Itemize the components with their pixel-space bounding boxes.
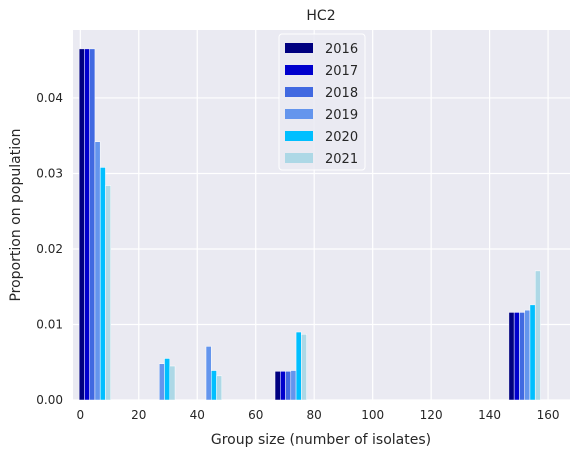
legend-swatch-2018 [285, 87, 313, 97]
legend-label-2021: 2021 [325, 152, 358, 167]
y-tick-label: 0.01 [36, 317, 63, 331]
bar-2019-group-0 [94, 141, 101, 401]
x-tick-label: 120 [420, 408, 443, 422]
x-tick-label: 60 [248, 408, 263, 422]
x-tick-label: 100 [361, 408, 384, 422]
bar-2016-group-0 [78, 48, 85, 401]
bar-2019-group-1 [158, 363, 165, 401]
x-tick-label: 0 [76, 408, 84, 422]
bar-2019-group-2 [205, 346, 212, 401]
bar-2020-group-4 [529, 304, 536, 401]
legend-swatch-2020 [285, 131, 313, 141]
chart-title: HC2 [306, 8, 335, 24]
legend-label-2019: 2019 [325, 108, 358, 123]
bar-2021-group-3 [301, 334, 307, 401]
x-tick-label: 20 [131, 408, 146, 422]
x-axis-label: Group size (number of isolates) [211, 432, 431, 448]
bars [78, 48, 541, 401]
bar-2017-group-4 [513, 312, 520, 401]
x-tick-labels: 0 20 40 60 80 100 120 140 160 [76, 408, 559, 422]
bar-2020-group-0 [99, 167, 106, 401]
y-tick-label: 0.00 [36, 393, 63, 407]
legend-label-2017: 2017 [325, 64, 358, 79]
y-tick-labels: 0.00 0.01 0.02 0.03 0.04 [36, 91, 63, 407]
legend-swatch-2021 [285, 153, 313, 163]
legend-label-2016: 2016 [325, 42, 358, 57]
y-tick-label: 0.02 [36, 242, 63, 256]
bar-2019-group-3 [290, 370, 297, 401]
x-tick-label: 160 [537, 408, 560, 422]
legend-swatch-2019 [285, 109, 313, 119]
bar-2019-group-4 [524, 309, 531, 401]
bar-2021-group-0 [105, 185, 111, 401]
bar-2018-group-4 [519, 312, 525, 401]
bar-2016-group-4 [508, 312, 515, 401]
bar-2020-group-2 [211, 370, 217, 401]
legend-label-2020: 2020 [325, 130, 358, 145]
bar-2016-group-3 [274, 371, 281, 401]
bar-2017-group-0 [84, 48, 90, 401]
bar-2021-group-4 [534, 270, 541, 401]
bar-2021-group-1 [169, 365, 176, 401]
x-tick-label: 40 [190, 408, 205, 422]
x-tick-label: 140 [478, 408, 501, 422]
y-axis-label: Proportion on population [8, 128, 24, 301]
legend-swatch-2017 [285, 65, 313, 75]
bar-2017-group-3 [280, 371, 286, 401]
legend-swatch-2016 [285, 43, 313, 53]
y-tick-label: 0.03 [36, 166, 63, 180]
legend: 2016 2017 2018 2019 2020 2021 [278, 33, 366, 171]
bar-2020-group-3 [295, 331, 302, 401]
y-tick-label: 0.04 [36, 91, 63, 105]
bar-2021-group-2 [216, 375, 223, 401]
x-tick-label: 80 [307, 408, 322, 422]
bar-2020-group-1 [164, 358, 171, 401]
bar-2018-group-3 [285, 371, 292, 401]
bar-2018-group-0 [89, 48, 96, 401]
legend-label-2018: 2018 [325, 86, 358, 101]
